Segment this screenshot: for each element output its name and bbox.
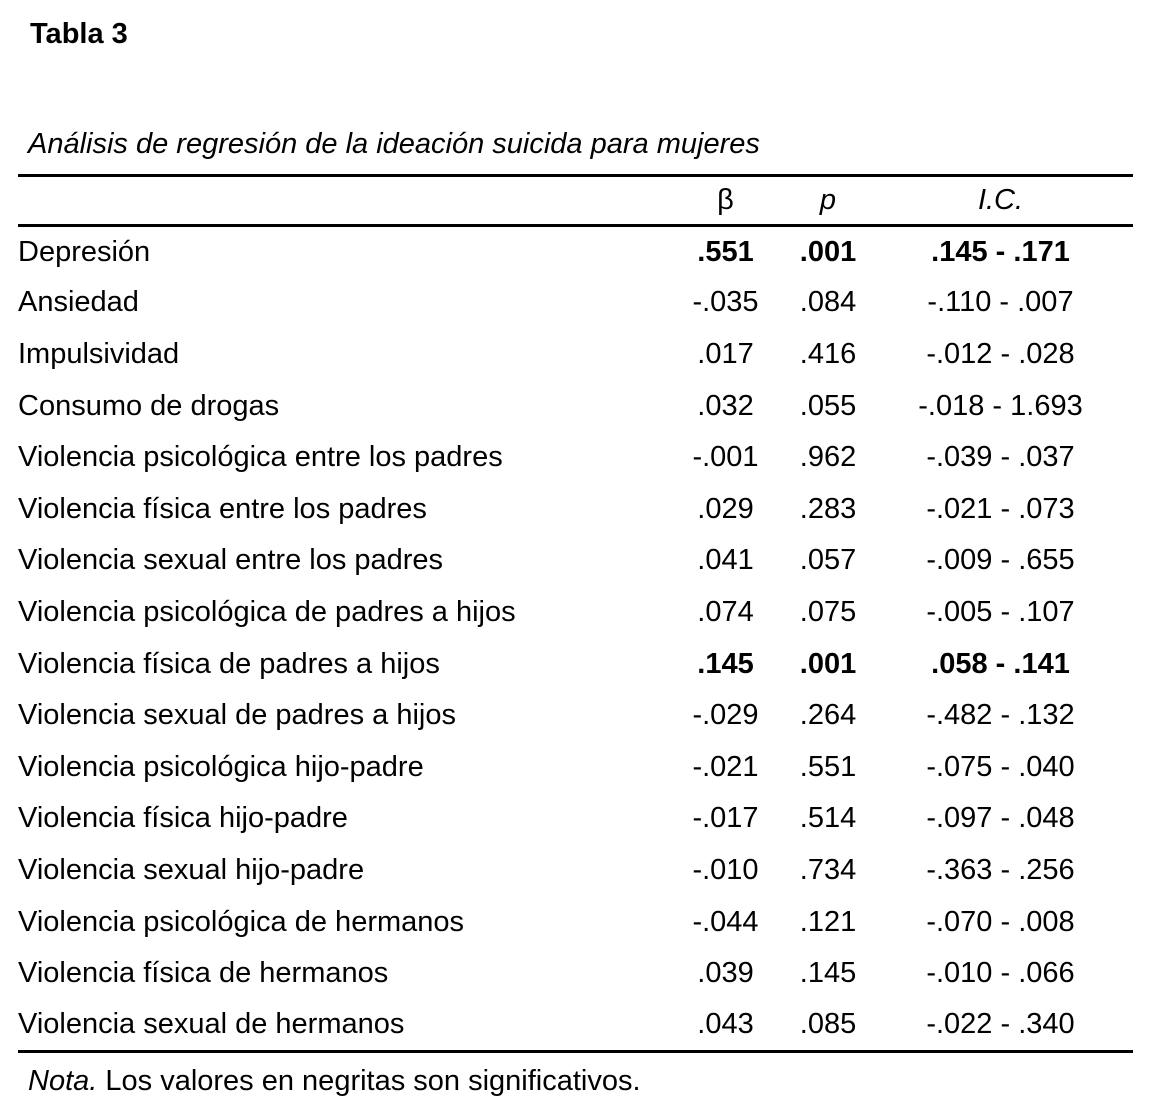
- table-row: Violencia sexual entre los padres .041 .…: [18, 535, 1133, 587]
- p-value: .075: [799, 595, 857, 628]
- predictor-label: Violencia psicológica entre los padres: [18, 441, 503, 474]
- table-row: Consumo de drogas .032 .055 -.018 - 1.69…: [18, 380, 1133, 432]
- beta-value: -.001: [692, 441, 759, 474]
- predictor-label: Violencia física de padres a hijos: [18, 647, 440, 680]
- p-value: .057: [799, 544, 857, 577]
- predictor-label: Violencia física hijo-padre: [18, 802, 348, 835]
- predictor-column-header: [18, 176, 663, 226]
- note-prefix: Nota.: [28, 1065, 98, 1097]
- header-row: β p I.C.: [18, 176, 1133, 226]
- beta-value: .032: [697, 389, 754, 422]
- beta-value: -.044: [692, 905, 759, 938]
- ci-column-header: I.C.: [977, 184, 1024, 216]
- predictor-label: Violencia física de hermanos: [18, 957, 389, 990]
- table-note: Nota. Los valores en negritas son signif…: [28, 1067, 641, 1096]
- ci-value: -.075 - .040: [926, 750, 1075, 783]
- beta-value: -.017: [692, 802, 759, 835]
- table-row: Impulsividad .017 .416 -.012 - .028: [18, 329, 1133, 381]
- p-value: .514: [799, 802, 857, 835]
- p-value: .145: [799, 957, 857, 990]
- ci-value: .145 - .171: [931, 235, 1070, 268]
- beta-value: .043: [697, 1007, 754, 1040]
- p-value: .264: [799, 699, 857, 732]
- beta-value: .551: [697, 235, 754, 268]
- p-value: .283: [799, 492, 857, 525]
- table-row: Violencia física hijo-padre -.017 .514 -…: [18, 793, 1133, 845]
- ci-value: -.482 - .132: [926, 699, 1075, 732]
- ci-value: -.022 - .340: [926, 1007, 1075, 1040]
- table-row: Ansiedad -.035 .084 -.110 - .007: [18, 277, 1133, 329]
- beta-value: .029: [697, 492, 754, 525]
- beta-value: -.021: [692, 750, 759, 783]
- table-row: Violencia sexual de padres a hijos -.029…: [18, 690, 1133, 742]
- ci-value: -.010 - .066: [926, 957, 1075, 990]
- predictor-label: Violencia sexual de padres a hijos: [18, 699, 456, 732]
- p-value: .416: [799, 337, 857, 370]
- predictor-label: Violencia psicológica de padres a hijos: [18, 595, 516, 628]
- beta-value: .039: [697, 957, 754, 990]
- ci-value: -.110 - .007: [927, 286, 1074, 319]
- table-row: Violencia física entre los padres .029 .…: [18, 483, 1133, 535]
- table-row: Violencia psicológica hijo-padre -.021 .…: [18, 741, 1133, 793]
- beta-value: -.029: [692, 699, 759, 732]
- beta-value: .074: [697, 595, 754, 628]
- table-row: Violencia psicológica de padres a hijos …: [18, 587, 1133, 639]
- p-value: .962: [799, 441, 857, 474]
- predictor-label: Violencia sexual entre los padres: [18, 544, 444, 577]
- predictor-label: Consumo de drogas: [18, 389, 280, 422]
- ci-value: -.363 - .256: [926, 853, 1075, 886]
- beta-value: .017: [697, 337, 754, 370]
- p-value: .085: [799, 1007, 857, 1040]
- beta-value: -.010: [692, 853, 759, 886]
- p-value: .084: [799, 286, 857, 319]
- beta-value: .145: [697, 647, 754, 680]
- p-value: .121: [799, 905, 857, 938]
- ci-value: -.097 - .048: [926, 802, 1075, 835]
- table-row: Violencia sexual hijo-padre -.010 .734 -…: [18, 845, 1133, 897]
- ci-value: -.009 - .655: [926, 544, 1075, 577]
- predictor-label: Violencia sexual de hermanos: [18, 1007, 405, 1040]
- table-row: Violencia psicológica de hermanos -.044 …: [18, 896, 1133, 948]
- p-value: .001: [799, 235, 857, 268]
- table-header: β p I.C.: [18, 176, 1133, 226]
- beta-value: -.035: [692, 286, 759, 319]
- predictor-label: Depresión: [18, 235, 151, 268]
- ci-value: -.018 - 1.693: [918, 389, 1083, 422]
- table-row: Violencia física de hermanos .039 .145 -…: [18, 948, 1133, 1000]
- table-number-label: Tabla 3: [30, 18, 128, 50]
- ci-value: -.021 - .073: [926, 492, 1075, 525]
- predictor-label: Ansiedad: [18, 286, 139, 319]
- ci-value: -.070 - .008: [926, 905, 1075, 938]
- table-caption: Análisis de regresión de la ideación sui…: [28, 128, 760, 160]
- ci-value: -.012 - .028: [926, 337, 1075, 370]
- ci-value: -.005 - .107: [926, 595, 1075, 628]
- ci-value: -.039 - .037: [926, 441, 1075, 474]
- note-text: Los valores en negritas son significativ…: [97, 1065, 641, 1097]
- predictor-label: Violencia sexual hijo-padre: [18, 853, 365, 886]
- p-value: .001: [799, 647, 857, 680]
- beta-value: .041: [697, 544, 754, 577]
- beta-column-header: β: [717, 184, 734, 216]
- table-row: Violencia sexual de hermanos .043 .085 -…: [18, 999, 1133, 1051]
- p-value: .551: [799, 750, 857, 783]
- p-column-header: p: [819, 184, 837, 216]
- ci-value: .058 - .141: [931, 647, 1070, 680]
- predictor-label: Impulsividad: [18, 337, 180, 370]
- table-row: Violencia psicológica entre los padres -…: [18, 432, 1133, 484]
- regression-table: β p I.C. Depresión .551 .001 .145 - .171…: [18, 174, 1133, 1053]
- predictor-label: Violencia psicológica hijo-padre: [18, 750, 424, 783]
- predictor-label: Violencia psicológica de hermanos: [18, 905, 465, 938]
- predictor-label: Violencia física entre los padres: [18, 492, 427, 525]
- p-value: .734: [799, 853, 857, 886]
- table-row: Violencia física de padres a hijos .145 …: [18, 638, 1133, 690]
- table-body: Depresión .551 .001 .145 - .171 Ansiedad…: [18, 226, 1133, 1052]
- p-value: .055: [799, 389, 857, 422]
- table-row: Depresión .551 .001 .145 - .171: [18, 226, 1133, 278]
